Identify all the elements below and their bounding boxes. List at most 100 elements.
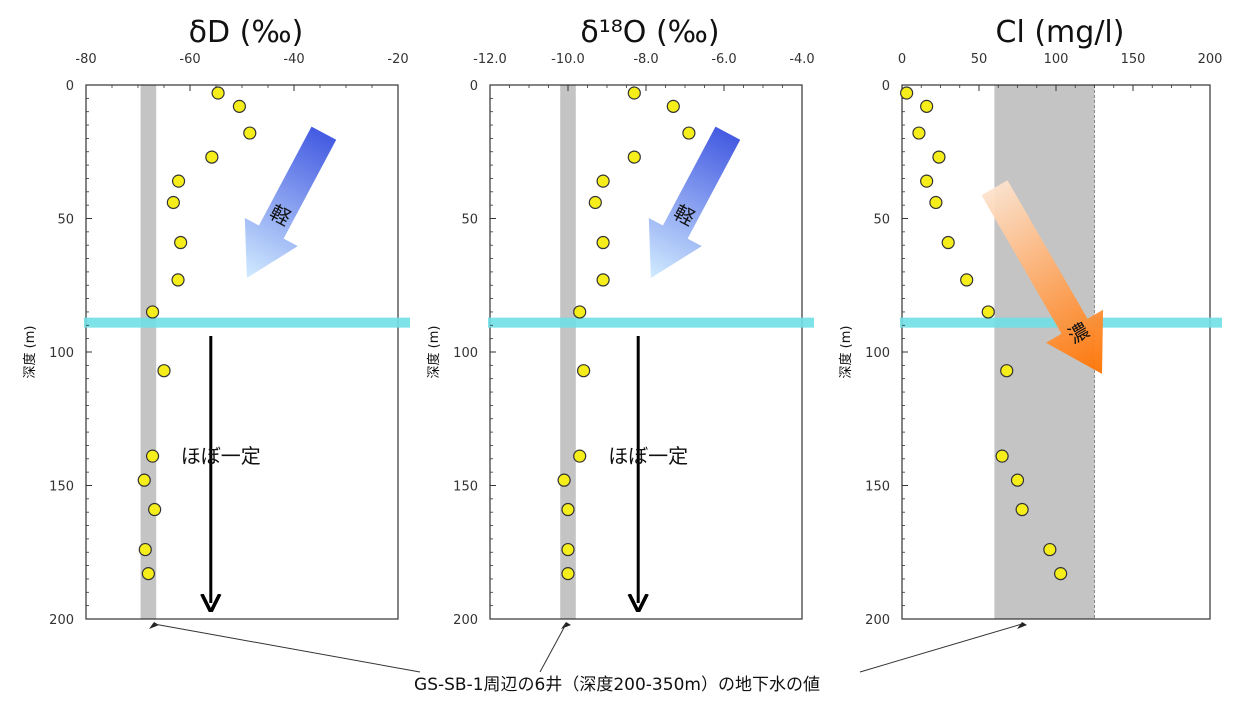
y-tick-label: 200 bbox=[453, 613, 478, 628]
pointer-head bbox=[149, 622, 159, 629]
reference-depth-line bbox=[488, 317, 814, 328]
data-point bbox=[573, 449, 587, 463]
reference-band bbox=[560, 85, 576, 619]
y-tick-label: 50 bbox=[461, 213, 478, 228]
lighter-trend-arrow: 軽 bbox=[244, 126, 337, 278]
chart-panel-3: Cl (mg/l) 0 50 100 150 200 0 50 100 150 200 深度 (m) 濃 bbox=[838, 15, 1222, 629]
y-tick-label: 200 bbox=[865, 613, 890, 628]
data-point bbox=[145, 449, 160, 463]
x-tick-label: 100 bbox=[1044, 52, 1069, 67]
data-point bbox=[627, 86, 641, 100]
y-tick-label: 150 bbox=[865, 480, 890, 495]
data-point bbox=[243, 126, 257, 140]
data-point bbox=[138, 542, 152, 557]
y-tick-label: 100 bbox=[453, 346, 478, 361]
chart-title: δD (‰) bbox=[189, 15, 304, 50]
data-point bbox=[137, 473, 151, 487]
data-point bbox=[932, 150, 946, 164]
pointer-head bbox=[561, 622, 571, 629]
trend-label: ほぼ一定 bbox=[608, 444, 688, 468]
data-point bbox=[682, 126, 696, 140]
lighter-arrow-shape bbox=[244, 126, 337, 278]
lighter-arrow-shape bbox=[648, 126, 741, 278]
footnote-text: GS-SB-1周辺の6井（深度200-350m）の地下水の値 bbox=[414, 675, 820, 695]
data-point bbox=[171, 273, 185, 287]
data-point bbox=[596, 174, 610, 188]
data-point bbox=[174, 235, 188, 250]
y-tick-label: 150 bbox=[453, 480, 478, 495]
denser-arrow-shape bbox=[981, 180, 1104, 374]
data-point bbox=[157, 364, 171, 378]
data-point bbox=[1010, 473, 1025, 487]
data-point bbox=[960, 273, 974, 287]
x-tick-label: 50 bbox=[971, 52, 988, 67]
data-point bbox=[666, 99, 680, 113]
x-tick-label: -4.0 bbox=[789, 52, 814, 67]
y-tick-label: 0 bbox=[882, 79, 890, 94]
data-point bbox=[561, 567, 575, 581]
data-point bbox=[576, 364, 591, 378]
data-point bbox=[141, 567, 155, 581]
footnote: GS-SB-1周辺の6井（深度200-350m）の地下水の値 bbox=[153, 623, 1023, 695]
y-axis-label: 深度 (m) bbox=[426, 326, 442, 379]
data-point bbox=[900, 86, 914, 100]
data-point bbox=[596, 235, 610, 250]
data-point bbox=[561, 542, 575, 557]
x-tick-label: -60 bbox=[179, 52, 200, 67]
data-point bbox=[561, 502, 575, 517]
data-point bbox=[205, 150, 219, 164]
data-point bbox=[148, 502, 162, 517]
x-tick-label: 200 bbox=[1198, 52, 1223, 67]
plot-frame bbox=[489, 84, 803, 620]
x-tick-label: -40 bbox=[283, 52, 304, 67]
x-tick-label: -8.0 bbox=[633, 52, 658, 67]
trend-label: ほぼ一定 bbox=[181, 444, 261, 468]
plot-frame bbox=[85, 84, 399, 620]
chart-panel-2: δ¹⁸O (‰) -12.0 -10.0 -8.0 -6.0 -4.0 0 50 100 150 2… bbox=[426, 15, 815, 629]
data-point bbox=[1054, 567, 1068, 581]
data-point bbox=[920, 99, 934, 113]
y-tick-label: 0 bbox=[470, 79, 478, 94]
y-tick-label: 0 bbox=[66, 79, 74, 94]
y-axis-label: 深度 (m) bbox=[838, 326, 854, 379]
pointer-head bbox=[1017, 622, 1027, 629]
data-point bbox=[557, 473, 571, 487]
x-tick-label: -20 bbox=[387, 52, 408, 67]
lighter-trend-arrow: 軽 bbox=[648, 126, 741, 278]
x-tick-label: 0 bbox=[898, 52, 906, 67]
data-point bbox=[573, 305, 587, 319]
y-tick-label: 150 bbox=[49, 480, 74, 495]
data-point bbox=[1043, 542, 1057, 557]
chart-title: δ¹⁸O (‰) bbox=[580, 15, 719, 50]
reference-band bbox=[140, 85, 157, 619]
data-point bbox=[596, 273, 610, 287]
x-tick-label: -6.0 bbox=[711, 52, 736, 67]
data-point bbox=[1015, 502, 1029, 517]
data-point bbox=[166, 195, 180, 210]
data-point bbox=[929, 195, 943, 210]
y-tick-label: 200 bbox=[49, 613, 74, 628]
leader-line bbox=[153, 623, 421, 673]
y-axis-label: 深度 (m) bbox=[22, 326, 38, 379]
y-tick-label: 50 bbox=[873, 213, 890, 228]
data-point bbox=[211, 86, 225, 100]
leader-line bbox=[859, 623, 1023, 673]
data-point bbox=[981, 305, 995, 319]
x-tick-label: -10.0 bbox=[551, 52, 585, 67]
denser-trend-arrow: 濃 bbox=[981, 180, 1104, 374]
data-point bbox=[995, 449, 1009, 463]
data-point bbox=[232, 99, 246, 113]
data-point bbox=[941, 235, 955, 250]
reference-depth-line bbox=[84, 317, 410, 328]
y-tick-label: 100 bbox=[865, 346, 890, 361]
y-tick-label: 100 bbox=[49, 346, 74, 361]
x-tick-label: -12.0 bbox=[473, 52, 507, 67]
chart-panel-1: δD (‰) -80 -60 -40 -20 0 50 100 150 200 深度 (m) 軽ほぼ一… bbox=[22, 15, 410, 629]
x-tick-label: 150 bbox=[1121, 52, 1146, 67]
x-tick-label: -80 bbox=[75, 52, 96, 67]
chart-title: Cl (mg/l) bbox=[996, 15, 1125, 50]
data-point bbox=[1000, 364, 1014, 378]
data-point bbox=[171, 174, 186, 188]
